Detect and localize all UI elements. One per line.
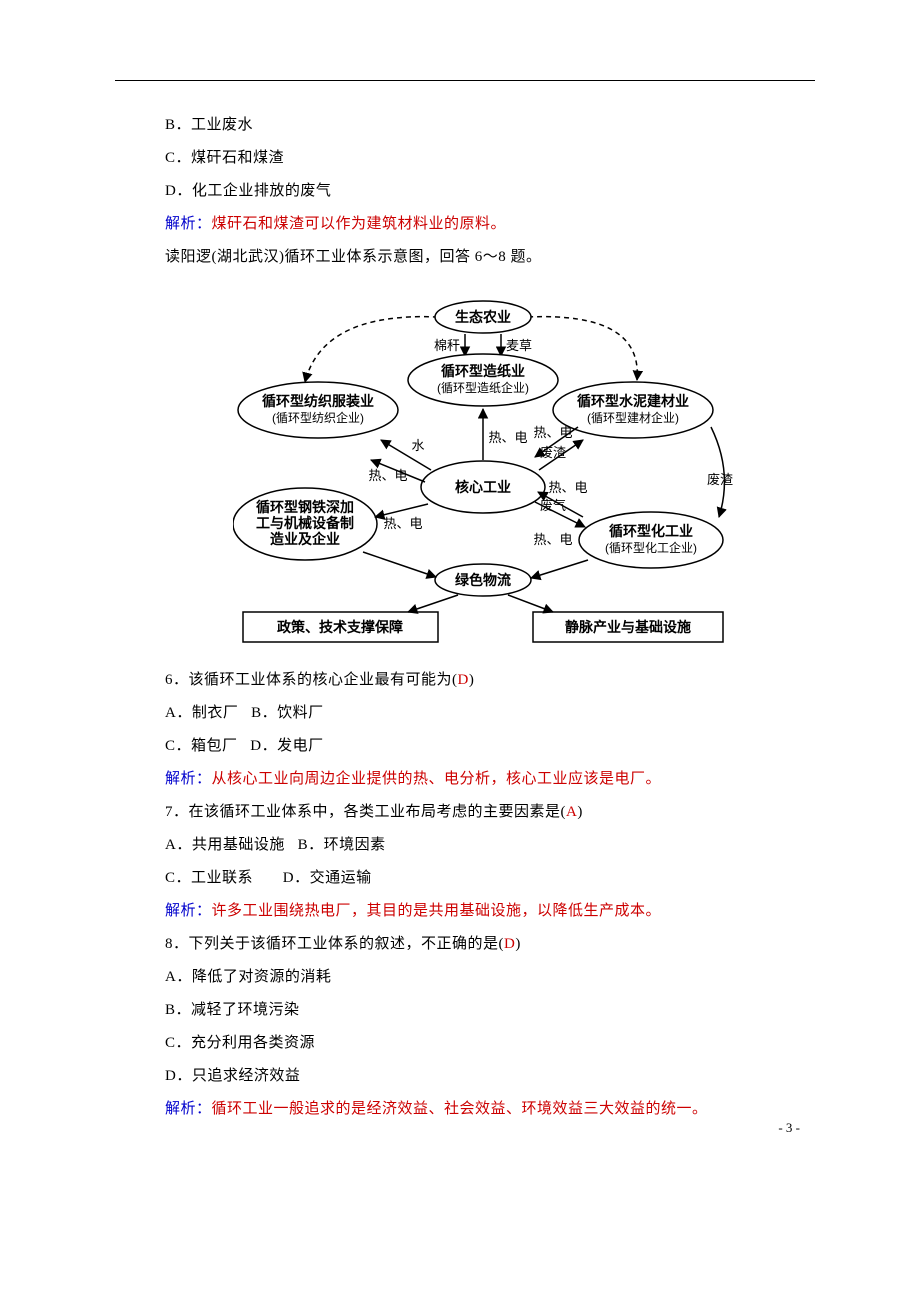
label-chem-gas: 废气 xyxy=(539,498,565,513)
node-paper xyxy=(408,354,558,406)
label-water: 水 xyxy=(411,438,424,453)
label-core-paper: 热、电 xyxy=(488,430,527,445)
node-eco-agri-label: 生态农业 xyxy=(455,309,511,325)
cycle-industry-diagram: 生态农业 棉秆 麦草 循环型造纸业 (循环型造纸企业) 循环型纺织服装业 (循环… xyxy=(233,292,733,652)
document-page: B．工业废水 C．煤矸石和煤渣 D．化工企业排放的废气 解析：煤矸石和煤渣可以作… xyxy=(0,0,920,1166)
node-infra-label: 静脉产业与基础设施 xyxy=(565,619,691,635)
label-cotton: 棉秆 xyxy=(433,338,459,353)
edge-steel-logistics xyxy=(363,552,436,577)
q8-post: ) xyxy=(515,936,521,952)
q6-explain-label: 解析： xyxy=(165,771,212,787)
label-chem-he2: 热、电 xyxy=(533,532,572,547)
label-cement-he: 热、电 xyxy=(533,425,572,440)
q6-explain: 解析：从核心工业向周边企业提供的热、电分析，核心工业应该是电厂。 xyxy=(165,763,800,796)
q8-explain-body: 循环工业一般追求的是经济效益、社会效益、环境效益三大效益的统一。 xyxy=(212,1101,708,1117)
q6-ab: A．制衣厂 B．饮料厂 xyxy=(165,697,800,730)
label-cement-slag: 废渣 xyxy=(539,445,565,460)
node-steel-l3: 造业及企业 xyxy=(270,531,340,547)
q8-explain: 解析：循环工业一般追求的是经济效益、社会效益、环境效益三大效益的统一。 xyxy=(165,1093,800,1126)
q7-cd: C．工业联系 D．交通运输 xyxy=(165,862,800,895)
edge-logistics-infra xyxy=(508,595,553,612)
q8-explain-label: 解析： xyxy=(165,1101,212,1117)
q7-post: ) xyxy=(577,804,583,820)
q8-a: A．降低了对资源的消耗 xyxy=(165,961,800,994)
q6-cd: C．箱包厂 D．发电厂 xyxy=(165,730,800,763)
diagram-svg: 生态农业 棉秆 麦草 循环型造纸业 (循环型造纸企业) 循环型纺织服装业 (循环… xyxy=(233,292,733,652)
option-b: B．工业废水 xyxy=(165,109,800,142)
node-paper-sub: (循环型造纸企业) xyxy=(437,380,529,395)
q8-d: D．只追求经济效益 xyxy=(165,1060,800,1093)
node-cement-main: 循环型水泥建材业 xyxy=(577,393,689,409)
q7-pre: 7．在该循环工业体系中，各类工业布局考虑的主要因素是( xyxy=(165,804,566,820)
q8-pre: 8．下列关于该循环工业体系的叙述，不正确的是( xyxy=(165,936,504,952)
page-number: - 3 - xyxy=(778,1120,800,1136)
explain-body: 煤矸石和煤渣可以作为建筑材料业的原料。 xyxy=(212,216,507,232)
node-logistics-label: 绿色物流 xyxy=(455,572,511,588)
q8-ans: D xyxy=(504,936,515,952)
node-chem-main: 循环型化工业 xyxy=(609,523,693,539)
q7-explain-body: 许多工业围绕热电厂，其目的是共用基础设施，以降低生产成本。 xyxy=(212,903,662,919)
q7-stem: 7．在该循环工业体系中，各类工业布局考虑的主要因素是(A) xyxy=(165,796,800,829)
node-cement-sub: (循环型建材企业) xyxy=(587,410,679,425)
label-right-slag: 废渣 xyxy=(706,472,732,487)
explanation-prev: 解析：煤矸石和煤渣可以作为建筑材料业的原料。 xyxy=(165,208,800,241)
q8-c: C．充分利用各类资源 xyxy=(165,1027,800,1060)
q6-explain-body: 从核心工业向周边企业提供的热、电分析，核心工业应该是电厂。 xyxy=(212,771,662,787)
node-chem xyxy=(579,512,723,568)
q7-ab: A．共用基础设施 B．环境因素 xyxy=(165,829,800,862)
q7-explain: 解析：许多工业围绕热电厂，其目的是共用基础设施，以降低生产成本。 xyxy=(165,895,800,928)
option-d: D．化工企业排放的废气 xyxy=(165,175,800,208)
label-chem-he: 热、电 xyxy=(548,480,587,495)
q8-stem: 8．下列关于该循环工业体系的叙述，不正确的是(D) xyxy=(165,928,800,961)
node-textile xyxy=(238,382,398,438)
q8-b: B．减轻了环境污染 xyxy=(165,994,800,1027)
edge-chem-logistics xyxy=(531,560,588,578)
label-wheat: 麦草 xyxy=(505,338,531,353)
q6-post: ) xyxy=(469,672,475,688)
q7-ans: A xyxy=(566,804,577,820)
node-paper-main: 循环型造纸业 xyxy=(441,363,525,379)
node-chem-sub: (循环型化工企业) xyxy=(605,540,697,555)
edge-logistics-policy xyxy=(408,595,458,612)
header-rule xyxy=(115,80,815,81)
intro-6-8: 读阳逻(湖北武汉)循环工业体系示意图，回答 6～8 题。 xyxy=(165,241,800,274)
label-core-textile2: 热、电 xyxy=(368,468,407,483)
node-core-label: 核心工业 xyxy=(455,479,511,495)
q7-explain-label: 解析： xyxy=(165,903,212,919)
option-c: C．煤矸石和煤渣 xyxy=(165,142,800,175)
node-policy-label: 政策、技术支撑保障 xyxy=(277,619,403,635)
q6-stem: 6．该循环工业体系的核心企业最有可能为(D) xyxy=(165,664,800,697)
q6-ans: D xyxy=(458,672,469,688)
label-core-steel: 热、电 xyxy=(383,516,422,531)
node-cement xyxy=(553,382,713,438)
explain-label: 解析： xyxy=(165,216,212,232)
node-textile-main: 循环型纺织服装业 xyxy=(262,393,374,409)
node-steel-l2: 工与机械设备制 xyxy=(256,515,354,531)
node-steel-l1: 循环型钢铁深加 xyxy=(256,499,354,515)
node-textile-sub: (循环型纺织企业) xyxy=(272,410,364,425)
q6-pre: 6．该循环工业体系的核心企业最有可能为( xyxy=(165,672,458,688)
